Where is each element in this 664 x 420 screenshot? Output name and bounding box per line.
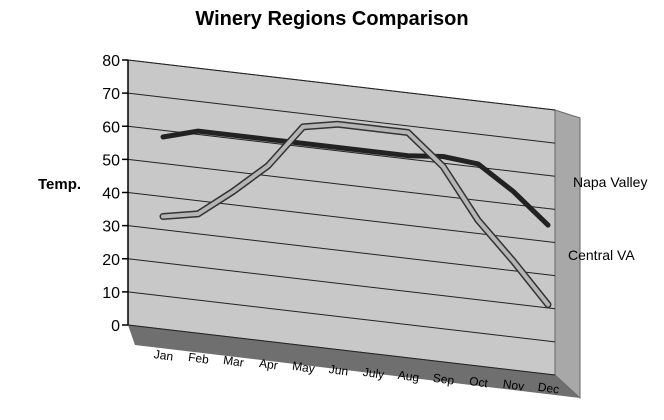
gridline	[127, 258, 556, 310]
gridline	[127, 225, 556, 277]
x-tick-label: July	[362, 365, 385, 382]
gridline	[127, 59, 556, 111]
x-tick-label: Aug	[397, 368, 420, 385]
y-axis	[122, 59, 129, 326]
x-tick-label: Jan	[153, 347, 174, 364]
y-tick-label: 80	[102, 53, 120, 70]
series-label: Napa Valley	[573, 174, 647, 190]
y-tick-label: 0	[111, 318, 120, 335]
y-axis-label: Temp.	[38, 176, 82, 193]
x-tick-label: Mar	[222, 353, 244, 370]
x-tick-label: May	[291, 359, 315, 376]
gridline	[127, 92, 556, 144]
x-tick-label: Sep	[432, 371, 455, 388]
x-tick-label: Dec	[537, 380, 560, 397]
y-tick-label: 20	[102, 252, 120, 269]
gridline	[127, 324, 556, 376]
gridline	[127, 158, 556, 210]
series-labels: Napa Valley Central VA	[568, 174, 647, 263]
gridline	[127, 192, 556, 243]
x-tick-label: Feb	[187, 350, 210, 367]
y-tick-label: 40	[102, 186, 120, 203]
series-line	[160, 128, 551, 228]
chart-floor	[128, 325, 580, 398]
x-tick-label: Nov	[502, 377, 525, 394]
gridline	[127, 291, 556, 343]
y-tick-label: 70	[102, 86, 120, 103]
series-line	[161, 122, 550, 307]
chart-title: Winery Regions Comparison	[195, 8, 469, 30]
x-tick-labels: Jan Feb Mar Apr May Jun July Aug Sep Oct Nov Dec	[153, 347, 560, 396]
y-tick-labels: 0 10 20 30 40 50 60 70 80	[102, 53, 120, 335]
y-tick-label: 10	[102, 285, 120, 302]
x-tick-label: Apr	[258, 356, 278, 372]
series-lines	[159, 120, 552, 309]
y-tick-label: 60	[102, 119, 120, 136]
x-tick-label: Jun	[328, 362, 349, 379]
x-tick-label: Oct	[468, 374, 489, 391]
y-tick-label: 30	[102, 219, 120, 236]
series-label: Central VA	[568, 247, 635, 263]
y-tick-label: 50	[102, 152, 120, 169]
